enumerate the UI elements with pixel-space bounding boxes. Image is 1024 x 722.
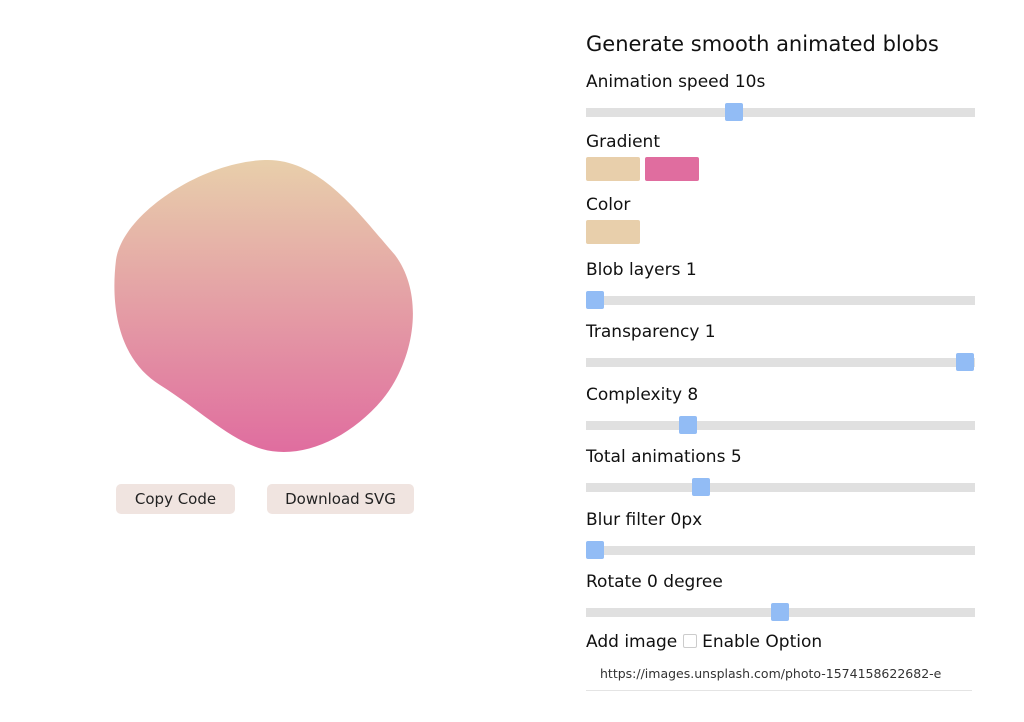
slider-thumb[interactable] (725, 103, 743, 121)
slider[interactable] (586, 291, 975, 309)
panel-title: Generate smooth animated blobs (586, 32, 939, 56)
slider[interactable] (586, 416, 975, 434)
slider-thumb[interactable] (586, 291, 604, 309)
copy-code-button[interactable]: Copy Code (116, 484, 235, 514)
slider[interactable] (586, 603, 975, 621)
slider-thumb[interactable] (692, 478, 710, 496)
label: Total animations 5 (586, 447, 742, 467)
slider[interactable] (586, 478, 975, 496)
slider-thumb[interactable] (679, 416, 697, 434)
slider-thumb[interactable] (586, 541, 604, 559)
label: Transparency 1 (586, 322, 716, 342)
slider[interactable] (586, 103, 975, 121)
input-text: https://images.unsplash.com/photo-157415… (600, 666, 942, 681)
blob (114, 159, 413, 452)
checkbox[interactable] (682, 634, 697, 648)
slider-thumb[interactable] (956, 353, 974, 371)
label: Blur filter 0px (586, 510, 703, 530)
label: Complexity 8 (586, 385, 699, 405)
label: Rotate 0 degree (586, 572, 723, 592)
slider-thumb[interactable] (771, 603, 789, 621)
slider[interactable] (586, 353, 975, 371)
label: Gradient (586, 132, 660, 152)
checkbox-label: Enable Option (702, 632, 823, 652)
gradient-start-swatch[interactable] (586, 157, 640, 181)
add-image-row: Add image Enable Option (586, 631, 822, 653)
label: Add image (586, 632, 678, 652)
label: Blob layers 1 (586, 260, 697, 280)
gradient-end-swatch[interactable] (645, 157, 699, 181)
color-swatch[interactable] (586, 220, 640, 244)
image-url-input[interactable]: https://images.unsplash.com/photo-157415… (586, 659, 972, 691)
download-svg-button[interactable]: Download SVG (267, 484, 414, 514)
label: Color (586, 195, 631, 215)
slider[interactable] (586, 541, 975, 559)
label: Animation speed 10s (586, 72, 766, 92)
blob-preview (114, 159, 413, 452)
